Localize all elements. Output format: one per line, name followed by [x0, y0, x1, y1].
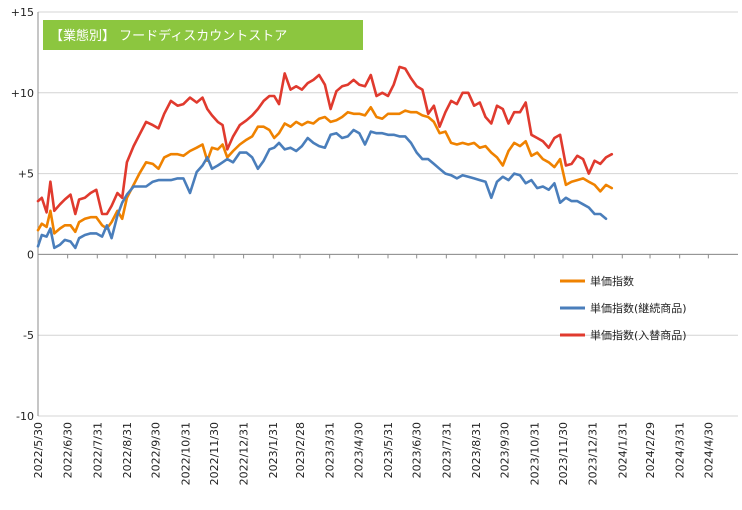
x-tick-label: 2022/11/30: [208, 422, 221, 485]
x-tick-label: 2022/8/31: [121, 422, 134, 478]
x-tick-label: 2022/6/30: [62, 422, 75, 478]
series: [36, 65, 614, 250]
y-tick-label: -5: [23, 329, 34, 342]
chart-title-background: [43, 20, 363, 50]
x-tick-label: 2022/5/30: [32, 422, 45, 478]
x-tick-label: 2023/3/31: [324, 422, 337, 478]
y-tick-label: -10: [16, 410, 34, 423]
y-tick-label: 0: [27, 248, 34, 261]
x-tick-label: 2023/12/31: [587, 422, 600, 485]
x-tick-label: 2022/9/30: [150, 422, 163, 478]
x-tick-label: 2022/7/31: [91, 422, 104, 478]
chart-title-box: 【業態別】 フードディスカウントストア: [43, 20, 363, 50]
x-tick-label: 2023/6/30: [411, 422, 424, 478]
x-tick-label: 2024/2/29: [644, 422, 657, 478]
x-tick-label: 2023/4/30: [352, 422, 365, 478]
x-tick-label: 2022/12/31: [238, 422, 251, 485]
x-tick-label: 2024/4/30: [702, 422, 715, 478]
x-tick-labels: 2022/5/30 2022/6/30 2022/7/31 2022/8/31 2022…: [32, 254, 715, 485]
y-tick-label: +10: [11, 87, 34, 100]
series-line-2: [36, 65, 614, 216]
y-tick-labels: +15 +10 +5 0 -5 -10: [11, 6, 34, 423]
x-tick-label: 2022/10/31: [179, 422, 192, 485]
legend-label: 単価指数(継続商品): [590, 301, 687, 315]
x-tick-label: 2023/5/31: [382, 422, 395, 478]
x-tick-label: 2023/11/30: [557, 422, 570, 485]
x-tick-label: 2023/9/30: [499, 422, 512, 478]
x-tick-label: 2024/3/31: [674, 422, 687, 478]
x-tick-label: 2023/10/31: [528, 422, 541, 485]
x-tick-label: 2023/7/31: [440, 422, 453, 478]
series-line-0: [36, 106, 614, 235]
axes: [37, 12, 738, 416]
x-tick-label: 2023/2/28: [294, 422, 307, 478]
chart-title: 【業態別】 フードディスカウントストア: [50, 28, 287, 44]
series-line-1: [36, 128, 608, 250]
grid: [38, 11, 738, 417]
y-tick-label: +5: [18, 168, 34, 181]
x-tick-label: 2024/1/31: [616, 422, 629, 478]
legend-label: 単価指数: [590, 274, 634, 288]
x-tick-label: 2023/8/31: [470, 422, 483, 478]
legend-label: 単価指数(入替商品): [590, 328, 687, 342]
x-tick-label: 2023/1/31: [267, 422, 280, 478]
y-tick-label: +15: [11, 6, 34, 19]
